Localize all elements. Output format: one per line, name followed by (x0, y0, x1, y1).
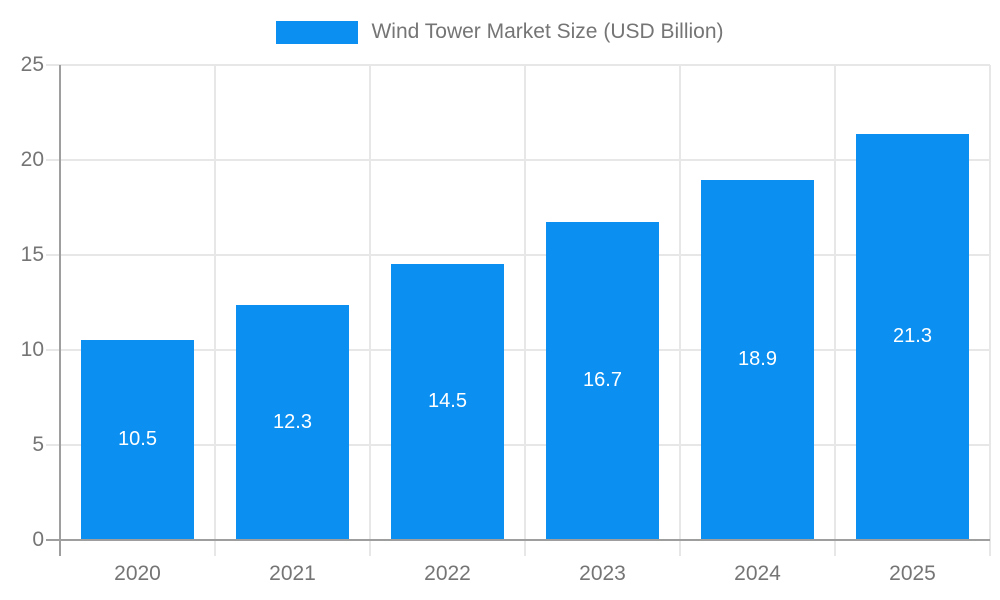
gridline-vertical (834, 65, 836, 556)
bar-2025[interactable]: 21.3 (856, 134, 969, 539)
gridline-horizontal (46, 254, 990, 256)
x-axis-tick-label: 2022 (424, 562, 471, 585)
bar-value-label: 12.3 (273, 410, 312, 433)
bar-2024[interactable]: 18.9 (701, 179, 814, 539)
gridline-horizontal (46, 64, 990, 66)
y-axis-tick-label: 25 (20, 53, 44, 76)
x-axis-tick-label: 2020 (114, 562, 161, 585)
gridline-horizontal (46, 444, 990, 446)
y-axis-tick-label: 10 (20, 338, 44, 361)
bar-value-label: 18.9 (738, 347, 777, 370)
y-axis-tick-label: 20 (20, 148, 44, 171)
y-axis-line (59, 65, 61, 556)
x-axis-tick-label: 2025 (889, 562, 936, 585)
legend-color-swatch (276, 20, 359, 44)
x-axis-tick-label: 2023 (579, 562, 626, 585)
bar-2023[interactable]: 16.7 (546, 221, 659, 539)
y-axis-tick-label: 5 (32, 433, 44, 456)
gridline-vertical (989, 65, 991, 556)
chart-legend: Wind Tower Market Size (USD Billion) (0, 20, 1000, 44)
bar-value-label: 14.5 (428, 389, 467, 412)
bar-value-label: 21.3 (893, 325, 932, 348)
bar-2021[interactable]: 12.3 (236, 305, 349, 539)
bar-2020[interactable]: 10.5 (81, 339, 194, 539)
bar-value-label: 16.7 (583, 368, 622, 391)
legend-item-wind-tower[interactable]: Wind Tower Market Size (USD Billion) (276, 20, 724, 44)
x-axis-tick-label: 2024 (734, 562, 781, 585)
x-axis-tick-label: 2021 (269, 562, 316, 585)
gridline-vertical (679, 65, 681, 556)
y-axis-tick-label: 15 (20, 243, 44, 266)
gridline-vertical (369, 65, 371, 556)
bar-value-label: 10.5 (118, 427, 157, 450)
gridline-horizontal (46, 349, 990, 351)
gridline-vertical (524, 65, 526, 556)
legend-label: Wind Tower Market Size (USD Billion) (371, 20, 724, 43)
gridline-vertical (214, 65, 216, 556)
y-axis-tick-label: 0 (32, 528, 44, 551)
x-axis-line (46, 539, 990, 541)
bar-2022[interactable]: 14.5 (391, 263, 504, 539)
gridline-horizontal (46, 159, 990, 161)
